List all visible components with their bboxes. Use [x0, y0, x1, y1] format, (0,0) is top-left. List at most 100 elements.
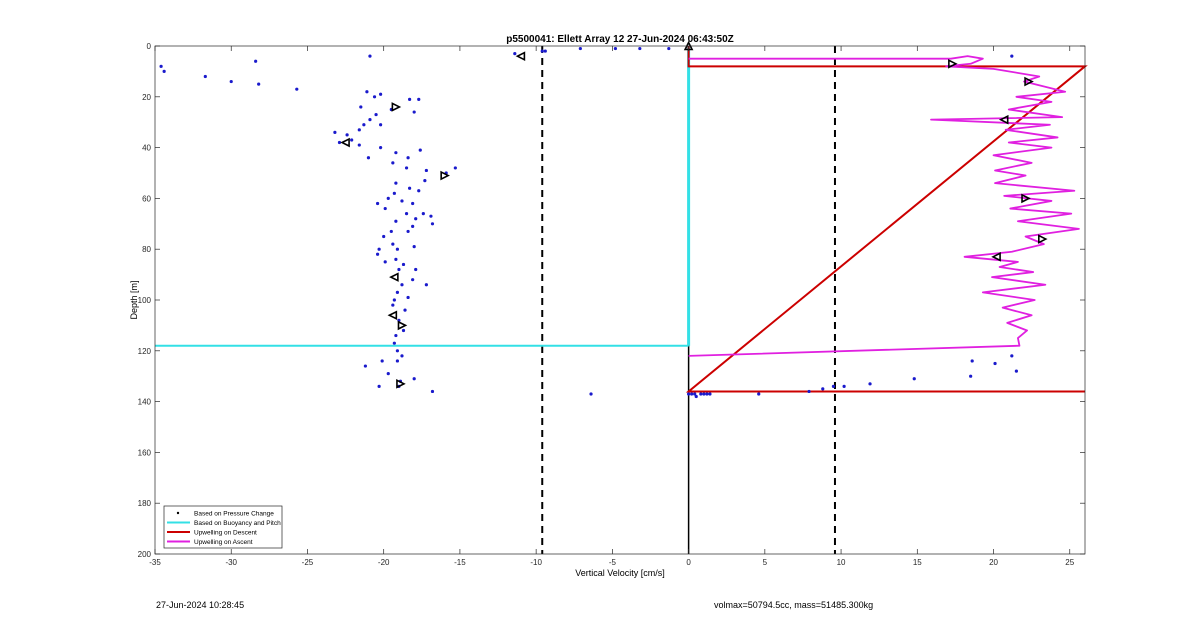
pressure-point-92 [578, 46, 582, 51]
pressure-point-2 [203, 74, 207, 79]
pressure-point-60 [375, 252, 380, 256]
pressure-point-52 [411, 224, 415, 228]
y-tick-label-9: 180 [138, 499, 152, 508]
pressure-point-46 [404, 212, 409, 216]
pressure-point-81 [380, 359, 384, 363]
orientation-marker-13 [991, 252, 1001, 262]
pressure-point-42 [400, 199, 404, 203]
pressure-point-116 [969, 374, 973, 378]
pressure-point-99 [693, 392, 697, 396]
pressure-point-117 [1010, 54, 1014, 58]
y-tick-label-0: 0 [147, 42, 152, 51]
pressure-point-73 [403, 308, 407, 312]
pressure-point-108 [831, 384, 836, 388]
pressure-point-78 [395, 349, 400, 353]
x-tick-label-9: 10 [837, 558, 846, 567]
pressure-point-40 [417, 189, 421, 193]
pressure-point-22 [333, 130, 337, 134]
pressure-point-3 [229, 79, 233, 84]
pressure-point-105 [757, 392, 761, 396]
pressure-point-9 [372, 95, 377, 99]
pressure-point-107 [821, 387, 825, 391]
orientation-marker-7 [396, 379, 406, 389]
pressure-point-10 [379, 92, 383, 96]
x-tick-label-8: 5 [763, 558, 768, 567]
pressure-point-95 [667, 46, 671, 51]
x-axis-label: Vertical Velocity [cm/s] [575, 568, 665, 578]
x-tick-label-10: 15 [913, 558, 922, 567]
pressure-point-69 [395, 290, 400, 294]
pressure-point-100 [694, 394, 698, 399]
pressure-point-15 [412, 110, 416, 114]
legend: Based on Pressure Change Based on Buoyanc… [163, 505, 283, 549]
pressure-point-70 [406, 295, 410, 300]
legend-label-2: Upwelling on Descent [194, 530, 257, 537]
legend-label-3: Upwelling on Ascent [194, 539, 253, 546]
chart-title: p5500041: Ellett Array 12 27-Jun-2024 06… [506, 34, 734, 45]
x-tick-label-4: -15 [454, 558, 466, 567]
pressure-point-90 [540, 49, 544, 53]
pressure-point-65 [397, 267, 401, 272]
pressure-point-36 [423, 179, 427, 183]
pressure-point-28 [394, 151, 398, 155]
pressure-point-72 [391, 303, 395, 307]
pressure-point-77 [392, 341, 396, 345]
pressure-point-26 [379, 146, 383, 150]
pressure-point-114 [1014, 369, 1018, 373]
pressure-point-54 [406, 229, 410, 234]
orientation-marker-6 [397, 320, 408, 331]
orientation-marker-4 [389, 272, 399, 282]
pressure-point-101 [699, 392, 703, 396]
upwelling-ascent-line [688, 55, 1080, 357]
pressure-point-71 [392, 298, 396, 302]
x-tick-label-6: -5 [609, 558, 617, 567]
legend-label-0: Based on Pressure Change [194, 511, 274, 518]
pressure-point-7 [368, 54, 372, 58]
pressure-point-86 [377, 384, 381, 388]
pressure-point-80 [395, 359, 400, 363]
orientation-marker-2 [340, 137, 350, 148]
pressure-point-91 [543, 49, 547, 53]
pressure-point-38 [408, 186, 412, 190]
pressure-point-110 [868, 382, 872, 386]
pressure-point-79 [400, 354, 404, 358]
pressure-point-103 [705, 392, 709, 396]
x-tick-label-7: 0 [686, 558, 691, 567]
pressure-point-68 [400, 283, 404, 287]
pressure-point-76 [394, 333, 398, 338]
pressure-point-21 [345, 133, 349, 137]
pressure-point-16 [374, 112, 378, 117]
pressure-point-8 [365, 90, 369, 94]
pressure-point-113 [993, 361, 997, 366]
pressure-point-58 [395, 247, 400, 251]
pressure-point-61 [383, 260, 387, 264]
pressure-point-17 [368, 118, 372, 122]
pressure-point-18 [379, 123, 383, 127]
pressure-point-41 [386, 196, 390, 200]
pressure-point-50 [394, 219, 398, 223]
pressure-point-96 [589, 392, 593, 396]
pressure-point-29 [418, 148, 422, 152]
y-tick-label-8: 160 [138, 448, 152, 457]
orientation-marker-5 [387, 310, 398, 321]
y-axis-label: Depth [m] [129, 280, 139, 319]
pressure-point-112 [970, 359, 974, 363]
pressure-point-0 [159, 64, 163, 68]
y-tick-label-10: 200 [138, 550, 152, 559]
pressure-point-25 [357, 143, 361, 147]
timestamp-footer: 27-Jun-2024 10:28:45 [156, 600, 245, 610]
x-tick-label-0: -35 [149, 558, 161, 567]
pressure-point-43 [411, 201, 415, 206]
pressure-point-85 [412, 377, 416, 381]
y-tick-label-3: 60 [142, 194, 151, 203]
orientation-marker-11 [1021, 193, 1031, 204]
pressure-point-104 [708, 392, 712, 396]
pressure-point-44 [375, 201, 380, 206]
pressure-point-37 [394, 181, 398, 185]
pressure-point-6 [295, 87, 299, 91]
x-tick-label-12: 25 [1065, 558, 1074, 567]
orientation-marker-10 [998, 114, 1009, 125]
y-tick-label-5: 100 [138, 296, 152, 305]
y-tick-label-7: 140 [138, 398, 152, 407]
